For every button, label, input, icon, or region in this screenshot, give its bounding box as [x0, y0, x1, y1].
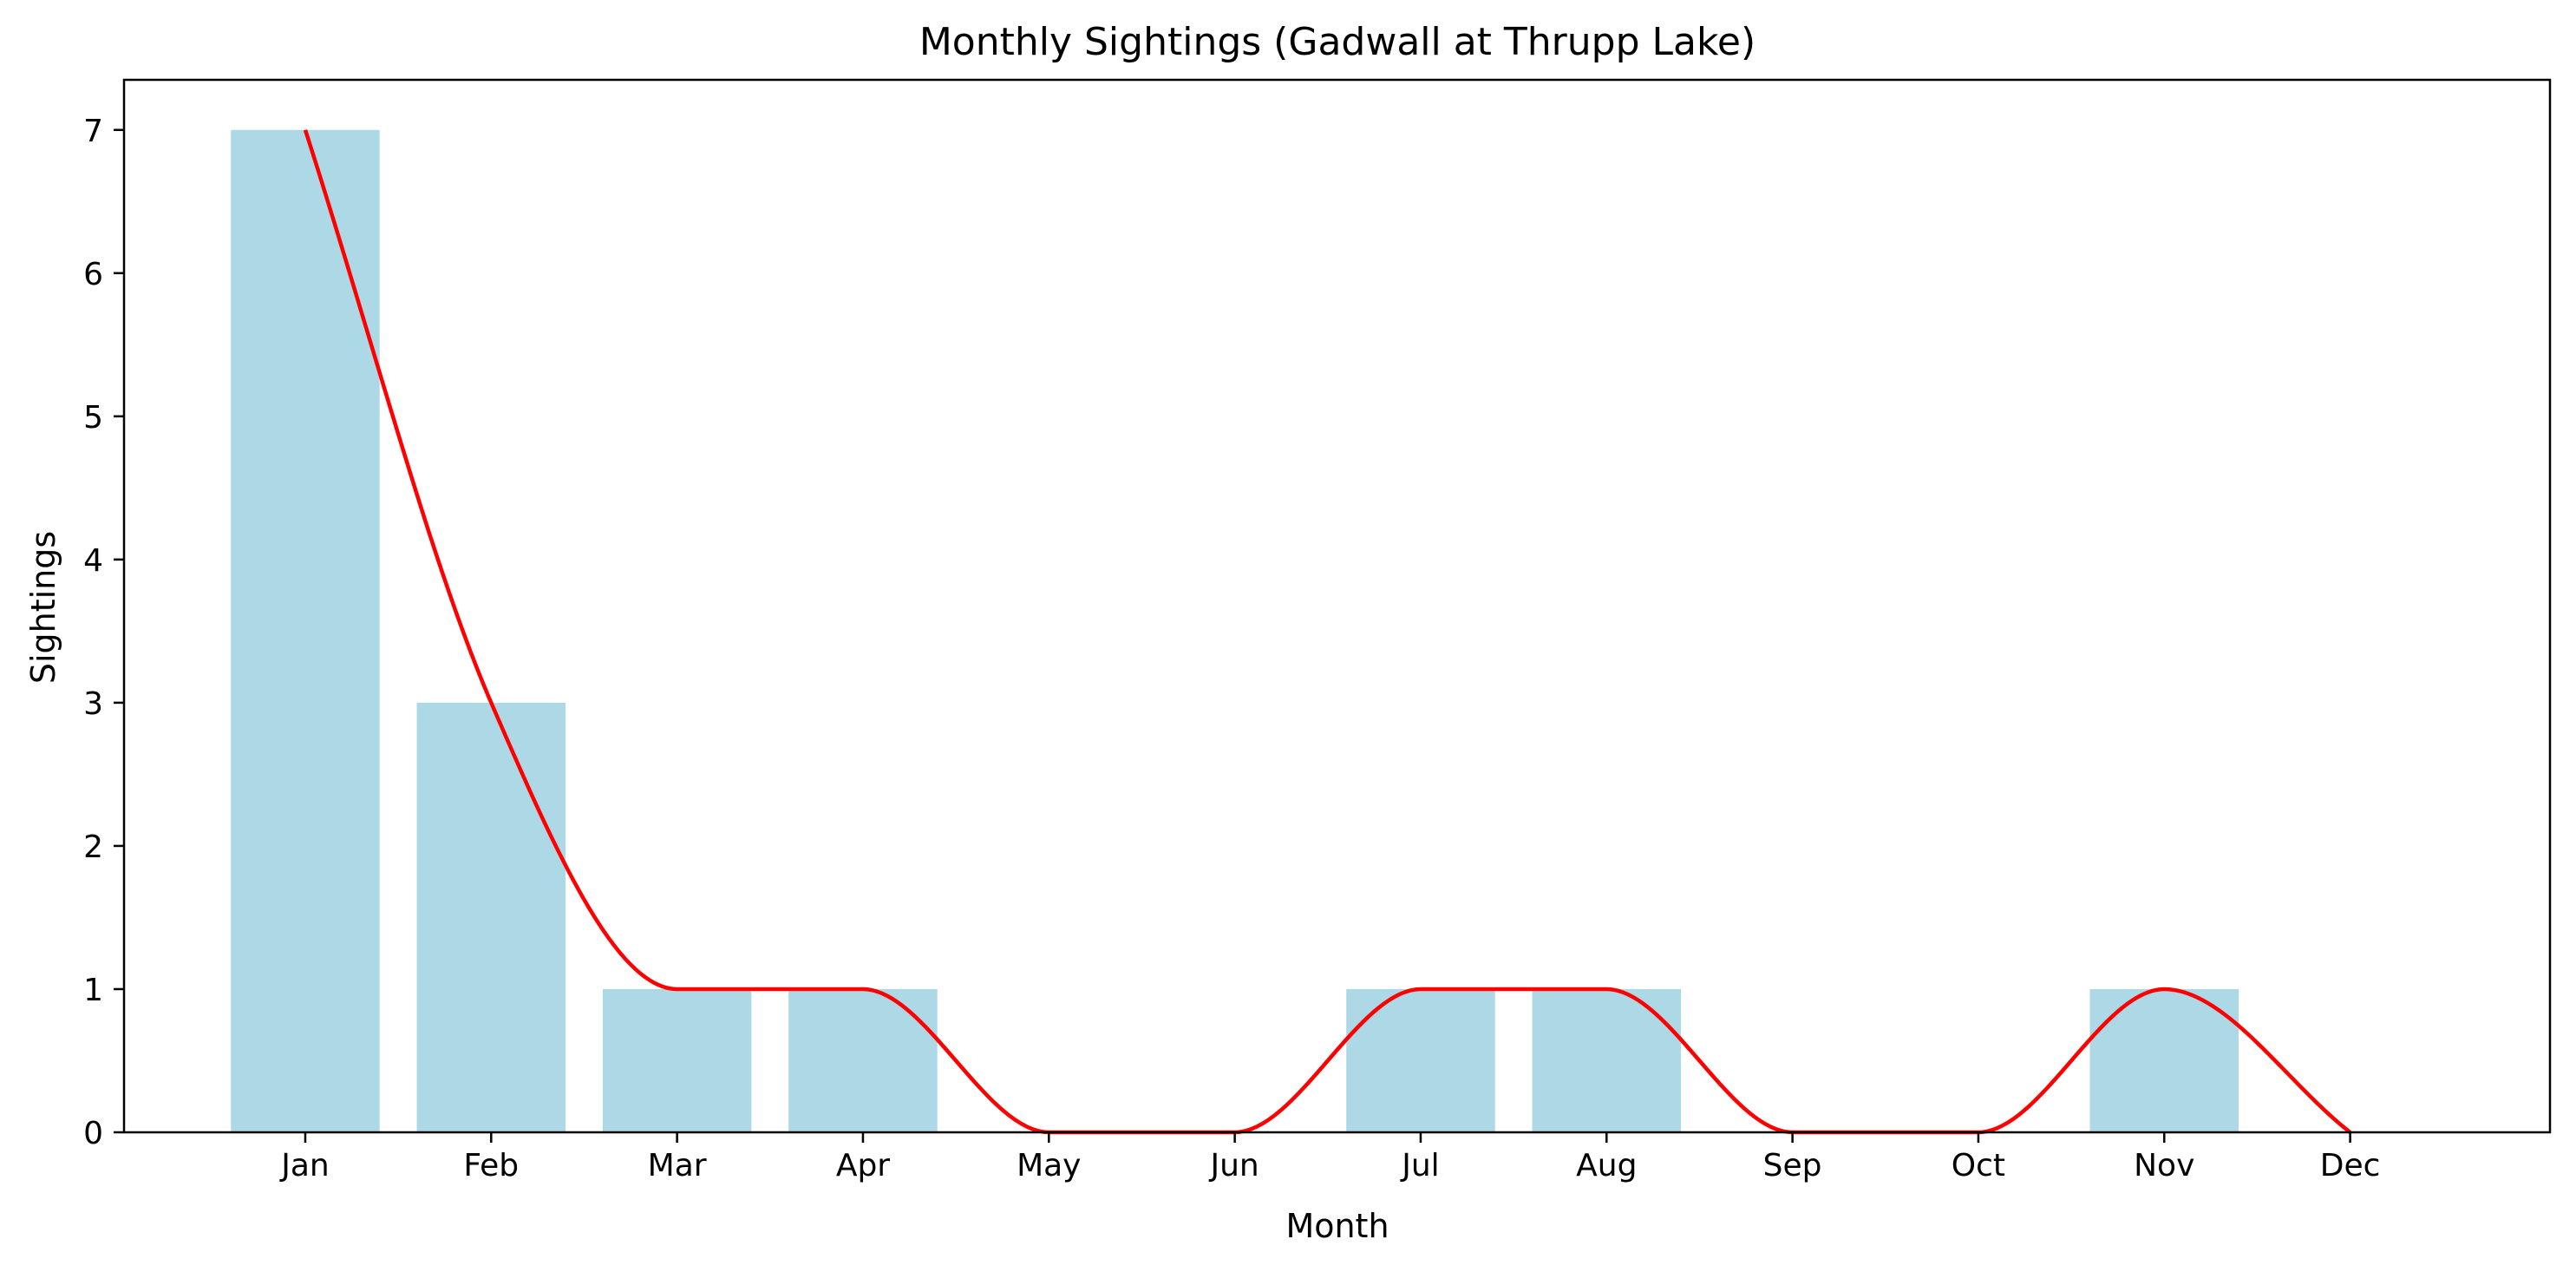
y-tick-label: 6	[83, 257, 103, 292]
bar-feb	[416, 702, 566, 1132]
x-tick-label: Feb	[463, 1148, 519, 1183]
x-axis-label: Month	[1285, 1207, 1389, 1245]
x-tick-label: Dec	[2320, 1148, 2381, 1183]
x-tick-label: Jul	[1400, 1148, 1439, 1183]
x-tick-label: Nov	[2134, 1148, 2194, 1183]
y-tick-label: 1	[83, 973, 103, 1008]
chart-title: Monthly Sightings (Gadwall at Thrupp Lak…	[919, 20, 1755, 64]
y-tick-label: 3	[83, 686, 103, 722]
bar-aug	[1532, 988, 1682, 1132]
x-tick-label: Oct	[1952, 1148, 2005, 1183]
x-tick-label: Aug	[1576, 1148, 1637, 1183]
x-axis-ticks: Jan Feb Mar Apr May Jun Jul Aug Sep Oct Nov Dec	[279, 1132, 2380, 1183]
y-tick-label: 7	[83, 114, 103, 149]
bar-jan	[231, 129, 380, 1132]
y-tick-label: 0	[83, 1116, 103, 1151]
x-tick-label: Sep	[1763, 1148, 1822, 1183]
x-tick-label: Apr	[836, 1148, 890, 1183]
y-tick-label: 5	[83, 400, 103, 436]
x-tick-label: Jun	[1208, 1148, 1259, 1183]
x-tick-label: May	[1017, 1148, 1081, 1183]
y-tick-label: 2	[83, 829, 103, 865]
x-tick-label: Mar	[648, 1148, 707, 1183]
trend-line	[303, 129, 2351, 1135]
y-axis-ticks: 0 1 2 3 4 5 6 7	[83, 114, 124, 1151]
bar-mar	[602, 988, 752, 1132]
bar-jul	[1346, 988, 1495, 1132]
x-tick-label: Jan	[279, 1148, 330, 1183]
y-axis-label: Sightings	[24, 531, 62, 684]
plot-area-frame	[122, 78, 2552, 1134]
bar-apr	[788, 988, 938, 1132]
bars	[231, 129, 2239, 1132]
y-tick-label: 4	[83, 543, 103, 579]
